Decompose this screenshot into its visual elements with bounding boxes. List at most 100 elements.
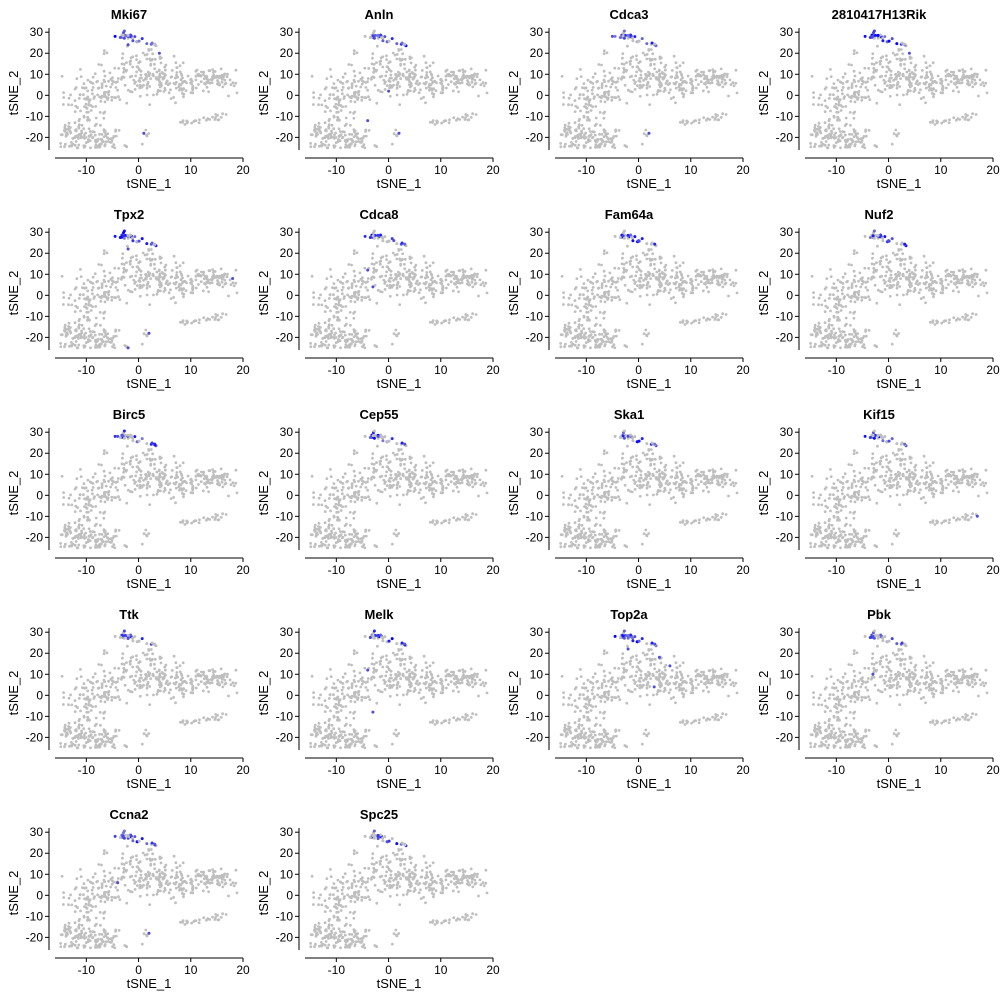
cell-point	[131, 36, 135, 40]
cell-point	[422, 296, 425, 299]
cell-point	[343, 333, 347, 337]
cell-point	[339, 133, 343, 137]
y-tick-label: -10	[526, 109, 544, 123]
cell-point	[336, 110, 340, 114]
cell-point	[97, 63, 101, 66]
cell-point	[354, 340, 358, 344]
cell-point	[234, 281, 238, 285]
cell-point	[568, 330, 572, 334]
cell-point	[407, 268, 411, 272]
cell-point	[434, 89, 438, 93]
cell-point	[172, 254, 176, 258]
cell-point	[135, 258, 139, 261]
cell-point	[338, 118, 341, 122]
cell-point	[684, 289, 688, 293]
cell-point	[951, 289, 955, 293]
cell-point	[573, 121, 577, 125]
cell-point	[867, 129, 871, 132]
cell-point	[174, 261, 178, 265]
cell-point	[669, 275, 673, 279]
cell-point	[713, 318, 717, 321]
x-tick-label: 10	[684, 363, 698, 377]
cell-point	[206, 117, 210, 121]
cell-point	[334, 102, 338, 106]
cell-point	[603, 292, 606, 296]
cell-point	[887, 61, 891, 65]
cell-point	[393, 277, 397, 281]
cell-point	[131, 265, 135, 269]
cell-point	[367, 129, 371, 132]
cell-point	[87, 100, 91, 104]
cell-point	[103, 292, 106, 296]
cell-point	[864, 281, 868, 284]
cell-point	[73, 321, 77, 325]
cell-point	[170, 269, 174, 272]
cell-point	[857, 279, 860, 283]
cell-point	[320, 144, 323, 148]
cell-point	[821, 136, 825, 140]
cell-point	[350, 284, 354, 287]
cell-point	[836, 318, 839, 322]
cell-point	[96, 293, 99, 297]
cell-point	[62, 303, 65, 306]
x-tick-label: -10	[578, 363, 596, 377]
cell-point	[337, 127, 341, 131]
cell-point	[895, 57, 899, 61]
cell-point	[174, 86, 178, 90]
cell-point	[855, 51, 859, 55]
cell-point	[656, 289, 660, 292]
cell-point	[853, 100, 857, 104]
cell-point	[327, 337, 330, 340]
cell-point	[99, 296, 103, 300]
cell-point	[819, 293, 822, 297]
cell-point	[563, 130, 567, 133]
cell-point	[194, 274, 198, 278]
cell-point	[392, 283, 395, 287]
cell-point	[327, 137, 330, 140]
cell-point	[411, 276, 415, 280]
cell-point	[592, 130, 596, 134]
cell-point	[392, 83, 395, 87]
cell-point	[474, 113, 478, 116]
cell-point	[190, 121, 194, 125]
cell-point	[939, 77, 943, 81]
cell-point	[931, 276, 934, 280]
expressing-cell-point	[150, 241, 154, 245]
panel-title: Anln	[365, 7, 394, 22]
cell-point	[384, 80, 387, 84]
cell-point	[107, 93, 111, 96]
cell-point	[430, 74, 434, 77]
cell-point	[928, 264, 932, 268]
cell-point	[128, 275, 132, 279]
cell-point	[859, 137, 863, 141]
cell-point	[387, 261, 391, 265]
cell-point	[77, 297, 81, 300]
cell-point	[664, 73, 667, 77]
cell-point	[832, 282, 836, 285]
cell-point	[363, 266, 367, 270]
cell-point	[635, 54, 638, 58]
cell-point	[356, 132, 359, 136]
cell-point	[78, 293, 82, 296]
cell-point	[823, 110, 827, 113]
cell-point	[405, 292, 409, 296]
cell-point	[353, 92, 356, 96]
cell-point	[910, 271, 914, 275]
cell-point	[346, 93, 349, 97]
feature-plot-panel: Cdca8 -10 0 10 20 -20 -10 0 10 20 30 tSNE_1 tSNE_2	[250, 200, 500, 400]
cell-point	[366, 277, 370, 280]
cell-point	[169, 288, 172, 292]
cell-point	[871, 252, 875, 256]
cell-point	[110, 340, 113, 344]
cell-point	[353, 100, 357, 104]
cell-point	[829, 275, 833, 278]
cell-point	[99, 100, 103, 103]
cell-point	[174, 76, 177, 80]
cell-point	[919, 288, 922, 292]
cell-point	[198, 318, 201, 322]
cell-point	[140, 342, 144, 346]
cell-point	[852, 278, 856, 282]
cell-point	[567, 127, 570, 131]
cell-point	[610, 295, 614, 299]
cell-point	[107, 79, 110, 83]
